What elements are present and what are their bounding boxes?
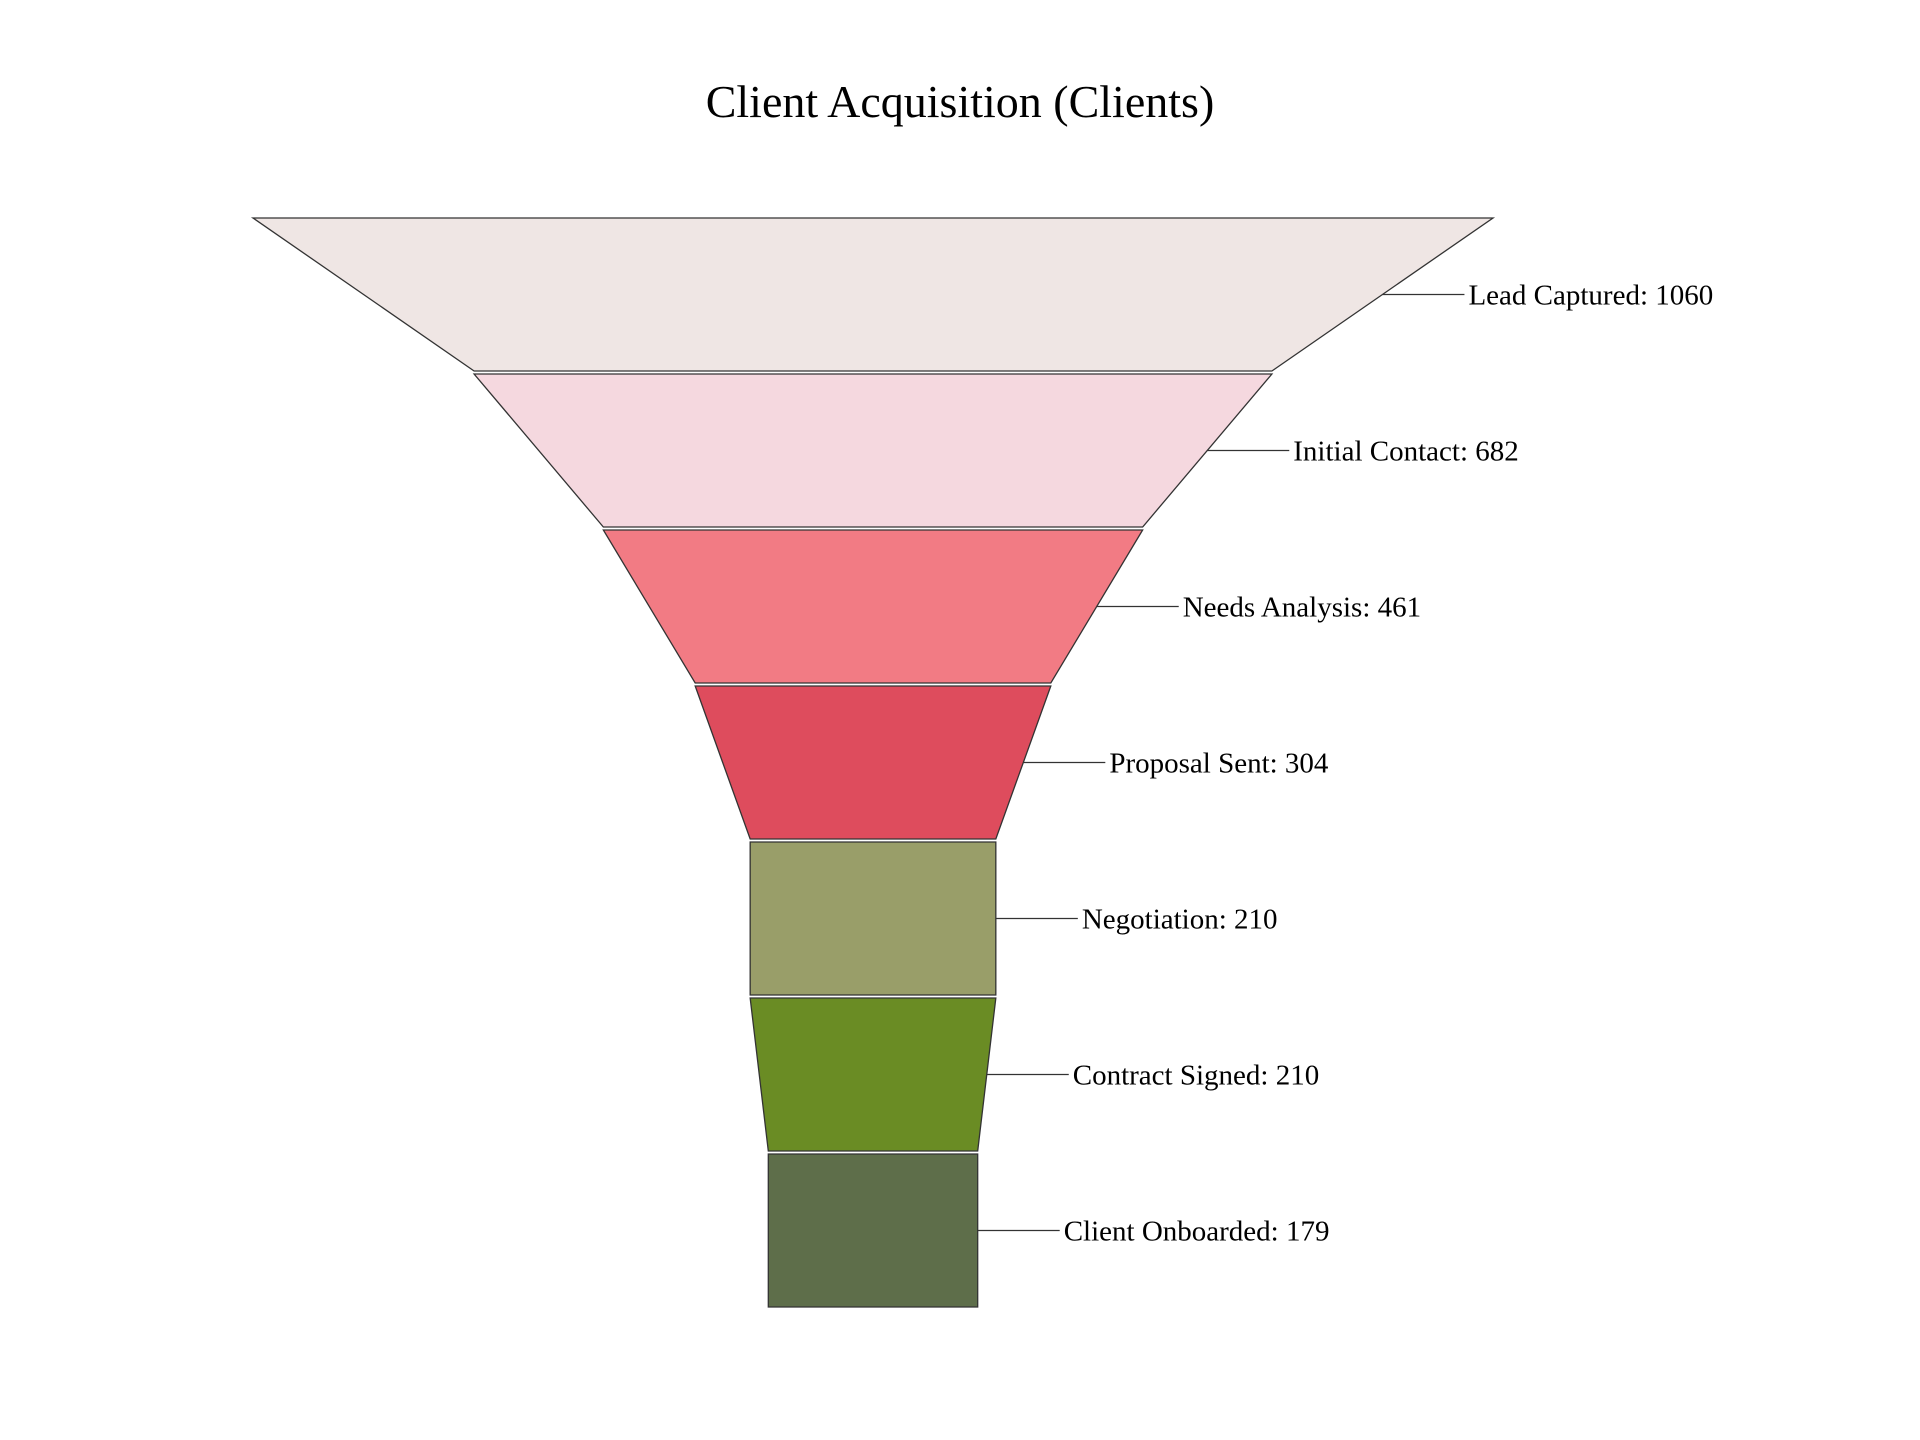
stage-label-initial-contact: Initial Contact: 682	[1293, 436, 1519, 468]
funnel-stage-needs-analysis	[602, 529, 1144, 684]
funnel-stage-proposal-sent	[694, 685, 1052, 840]
chart-title: Client Acquisition (Clients)	[706, 76, 1215, 127]
funnel-stage-negotiation	[749, 841, 997, 996]
funnel-stage-initial-contact	[472, 373, 1274, 528]
stage-label-proposal-sent: Proposal Sent: 304	[1109, 748, 1329, 780]
stage-label-negotiation: Negotiation: 210	[1082, 904, 1278, 936]
stage-label-contract-signed: Contract Signed: 210	[1073, 1060, 1319, 1092]
funnel-stage-lead-captured	[250, 217, 1496, 372]
stage-label-client-onboarded: Client Onboarded: 179	[1064, 1216, 1330, 1248]
funnel-stage-client-onboarded	[767, 1153, 979, 1308]
funnel-stages: Lead Captured: 1060 Initial Contact: 682 N…	[250, 217, 1713, 1308]
funnel-stage-contract-signed	[749, 997, 997, 1152]
stage-label-lead-captured: Lead Captured: 1060	[1468, 280, 1713, 312]
stage-label-needs-analysis: Needs Analysis: 461	[1183, 592, 1421, 624]
